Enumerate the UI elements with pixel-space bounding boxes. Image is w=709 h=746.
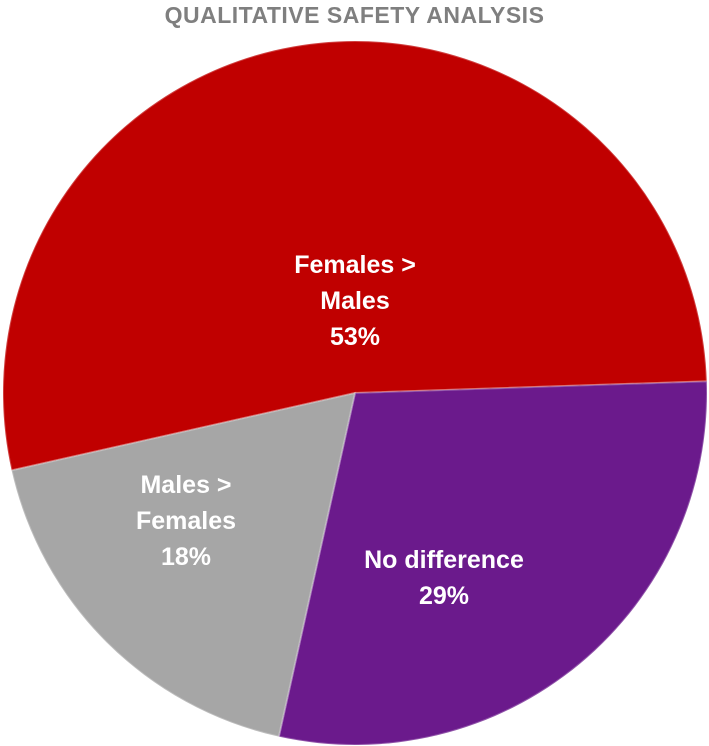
pie-labels: Females > Males 53% No difference 29% Males >… (136, 251, 524, 610)
slice-label-line: 18% (161, 543, 211, 571)
slice-label-line: Males > (140, 471, 231, 499)
slice-label-3: Males > Females 18% (136, 471, 236, 571)
slice-label-line: Males (320, 287, 389, 315)
pie-slice-2 (277, 380, 708, 746)
pie-slice-3 (10, 391, 357, 738)
slice-label-2: No difference 29% (364, 546, 524, 610)
slice-label-line: 53% (330, 323, 380, 351)
slice-label-1: Females > Males 53% (294, 251, 416, 351)
slice-label-line: Females (136, 507, 236, 535)
chart-title: QUALITATIVE SAFETY ANALYSIS (164, 2, 545, 28)
slice-label-line: 29% (419, 582, 469, 610)
pie-slices (1, 40, 708, 746)
pie-slice-1 (1, 40, 708, 472)
slice-label-line: No difference (364, 546, 524, 574)
slice-label-line: Females > (294, 251, 416, 279)
